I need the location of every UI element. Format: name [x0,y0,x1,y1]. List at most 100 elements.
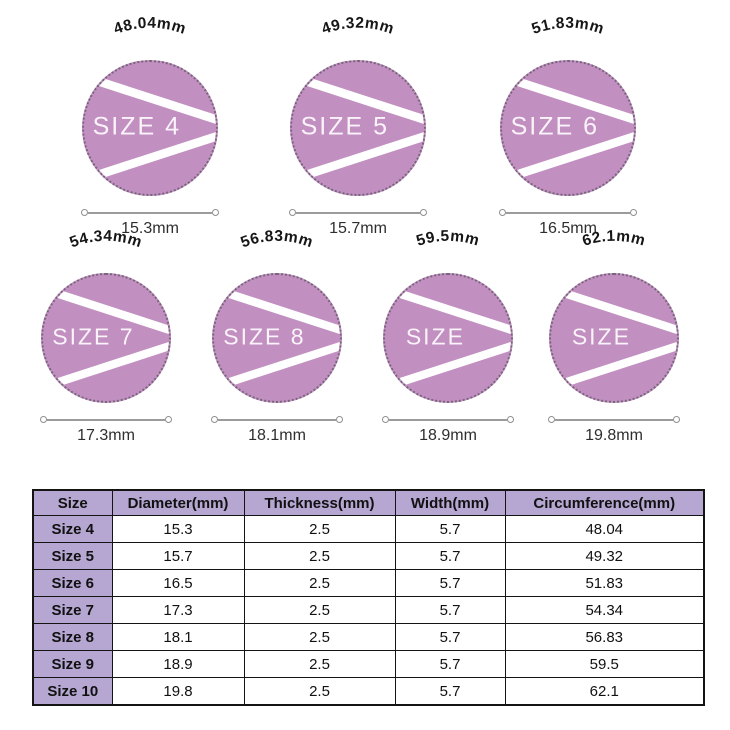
table-cell: Size 9 [32,650,113,678]
ring-wedge-stripes-icon [298,74,424,182]
ring-size-label: SIZE 8 [223,323,306,350]
header-cell-circumference: Circumference(mm) [504,489,705,516]
diameter-label: 18.9mm [419,427,477,444]
ring-circle: SIZE 6 [500,60,636,196]
measure-endpoint-left [382,416,389,423]
circumference-arc-label: 62.1mm [580,229,646,250]
ring-size-label: SIZE [571,323,631,350]
circumference-label: 62.1mm [580,229,646,250]
table-cell: 5.7 [394,569,506,597]
ring-size-label: SIZE 6 [510,112,600,141]
measure-endpoint-right [336,416,343,423]
measure-endpoint-left [499,209,506,216]
table-row: Size 4 15.3 2.5 5.7 48.04 [32,515,705,543]
table-cell: 62.1 [504,677,705,706]
circumference-label: 48.04mm [112,15,188,38]
size-table: Size Diameter(mm) Thickness(mm) Width(mm… [32,489,705,706]
table-cell: 54.34 [504,596,705,624]
table-cell: 2.5 [243,515,396,543]
table-row: Size 9 18.9 2.5 5.7 59.5 [32,650,705,678]
ring-wedge-stripes-icon [390,287,511,389]
table-cell: 2.5 [243,623,396,651]
measure-line [88,211,212,214]
header-cell-width: Width(mm) [394,489,506,516]
measure-line [506,211,630,214]
measure-line [296,211,420,214]
circumference-arc-label: 59.5mm [414,229,481,250]
measure-endpoint-right [630,209,637,216]
table-row: Size 6 16.5 2.5 5.7 51.83 [32,569,705,597]
table-cell: Size 6 [32,569,113,597]
table-row: Size 8 18.1 2.5 5.7 56.83 [32,623,705,651]
svg-text:56.83mm: 56.83mm [238,229,315,251]
diameter-measure-line [81,209,219,216]
circumference-label: 56.83mm [238,229,314,251]
measure-line [47,418,165,421]
table-cell: Size 8 [32,623,113,651]
svg-text:54.34mm: 54.34mm [67,229,144,251]
table-cell: 15.7 [111,542,245,570]
table-cell: 2.5 [243,650,396,678]
measure-endpoint-left [548,416,555,423]
diameter-label: 15.7mm [329,220,387,237]
table-cell: 2.5 [243,596,396,624]
ring-figure-size-10: 62.1mm SIZE 19.8mm [548,229,680,445]
measure-endpoint-right [673,416,680,423]
ring-figure-size-8: 56.83mm SIZE 8 18.1mm [211,229,343,445]
ring-circle: SIZE 5 [290,60,426,196]
table-cell: 51.83 [504,569,705,597]
ring-wedge-stripes-icon [48,287,169,389]
measure-endpoint-left [40,416,47,423]
svg-text:51.83mm: 51.83mm [530,15,607,38]
measure-endpoint-right [165,416,172,423]
svg-text:49.32mm: 49.32mm [320,15,397,38]
measure-endpoint-right [212,209,219,216]
ring-circle: SIZE 4 [82,60,218,196]
diameter-measure-line [40,416,172,423]
table-cell: 18.1 [111,623,245,651]
table-cell: 59.5 [504,650,705,678]
table-cell: 19.8 [111,677,245,706]
ring-circle: SIZE 7 [41,273,171,403]
table-row: Size 7 17.3 2.5 5.7 54.34 [32,596,705,624]
measure-endpoint-left [289,209,296,216]
table-cell: 48.04 [504,515,705,543]
measure-endpoint-left [211,416,218,423]
ring-figure-size-7: 54.34mm SIZE 7 17.3mm [40,229,172,445]
header-cell-size: Size [32,489,113,516]
table-cell: 56.83 [504,623,705,651]
diameter-measure-line [382,416,514,423]
table-cell: 2.5 [243,677,396,706]
circumference-arc-label: 56.83mm [238,229,315,251]
measure-endpoint-right [507,416,514,423]
ring-size-label: SIZE 4 [92,112,182,141]
ring-circle: SIZE [549,273,679,403]
circumference-arc-label: 51.83mm [530,15,607,38]
measure-endpoint-right [420,209,427,216]
circumference-arc-label: 48.04mm [112,15,188,38]
diameter-label: 18.1mm [248,427,306,444]
ring-wedge-stripes-icon [508,74,634,182]
diameter-measure-line [499,209,637,216]
circumference-arc-label: 49.32mm [320,15,397,38]
table-cell: 18.9 [111,650,245,678]
circumference-label: 54.34mm [67,229,143,251]
table-cell: Size 4 [32,515,113,543]
svg-text:59.5mm: 59.5mm [414,229,481,250]
ring-wedge-stripes-icon [90,74,216,182]
diameter-measure-line [211,416,343,423]
ring-circle: SIZE 8 [212,273,342,403]
ring-figure-size-5: 49.32mm SIZE 5 15.7mm [289,14,427,238]
diameter-label: 15.3mm [121,220,179,237]
circumference-label: 59.5mm [414,229,480,250]
circumference-label: 51.83mm [530,15,606,38]
diameter-label: 17.3mm [77,427,135,444]
table-cell: 2.5 [243,542,396,570]
table-cell: 15.3 [111,515,245,543]
table-cell: Size 10 [32,677,113,706]
table-cell: 16.5 [111,569,245,597]
ring-size-label: SIZE 7 [52,323,135,350]
diameter-measure-line [548,416,680,423]
measure-line [389,418,507,421]
